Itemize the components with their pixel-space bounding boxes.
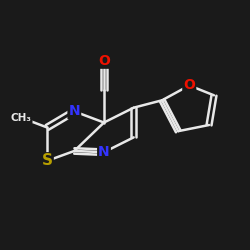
Text: O: O xyxy=(183,78,195,92)
Text: S: S xyxy=(42,153,52,168)
Text: N: N xyxy=(98,145,110,159)
Text: N: N xyxy=(68,104,80,118)
Text: CH₃: CH₃ xyxy=(11,112,32,122)
Text: O: O xyxy=(98,54,110,68)
